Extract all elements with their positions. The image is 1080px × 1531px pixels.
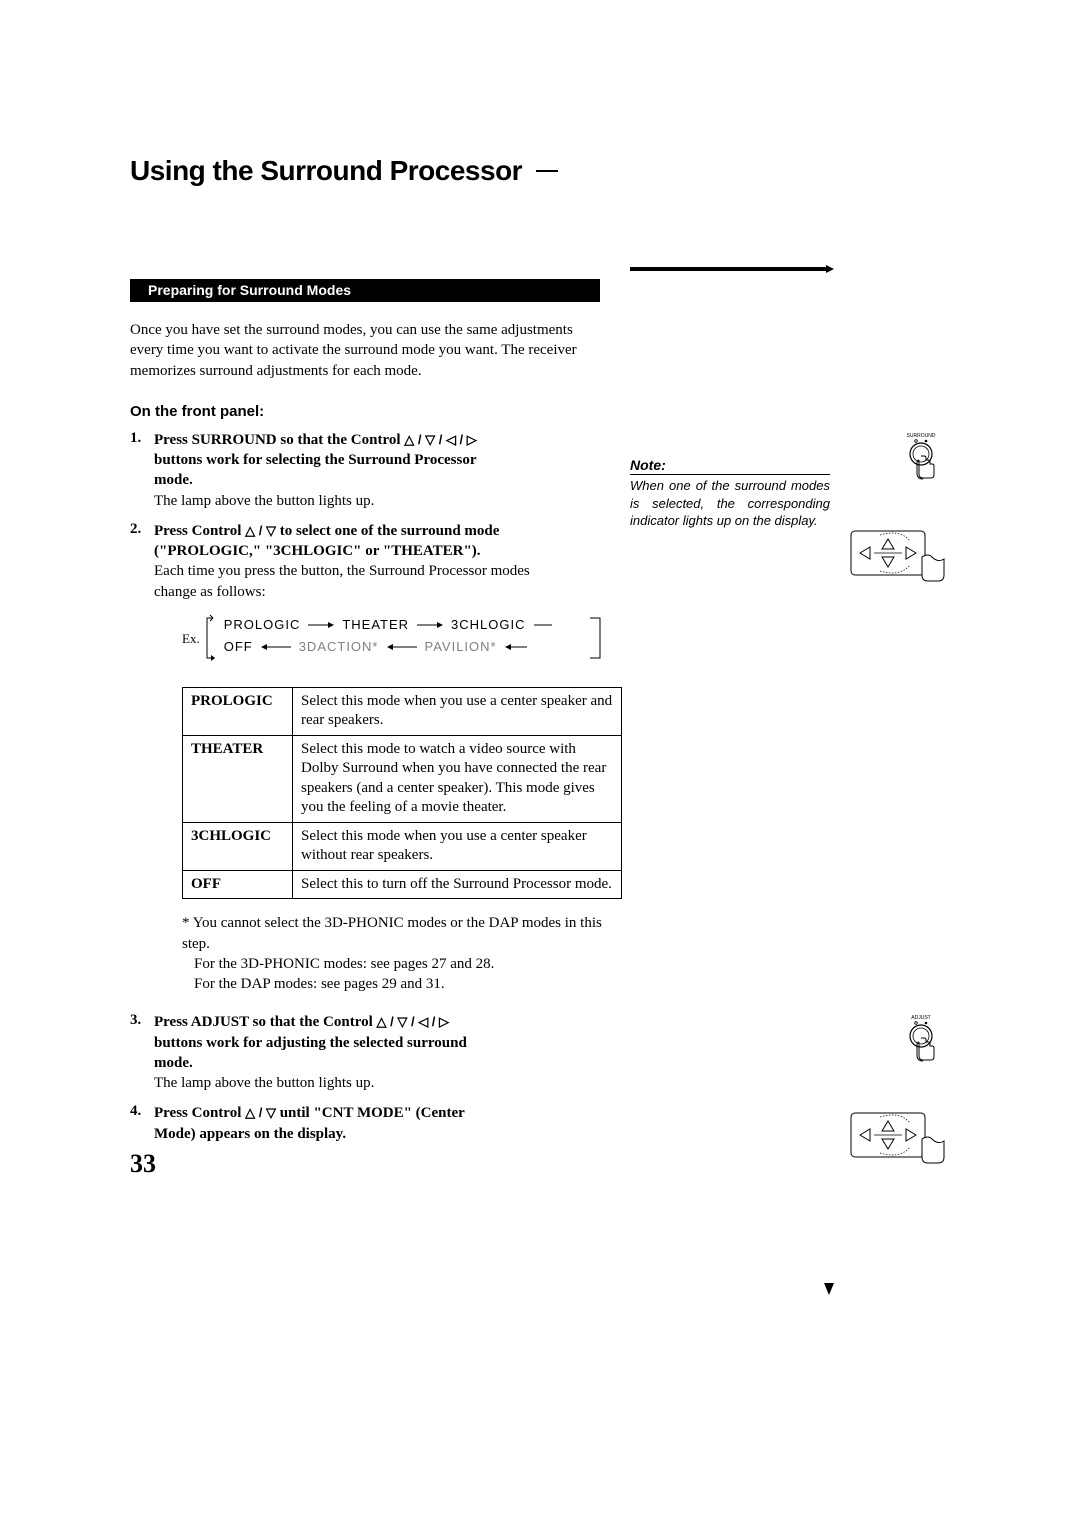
subheading: On the front panel: (130, 403, 950, 420)
control-pad-icon (850, 521, 950, 590)
page-title: Using the Surround Processor (130, 155, 950, 187)
step-1-bold: Press SURROUND so that the Control △ / ▽… (154, 430, 484, 491)
svg-text:SURROUND: SURROUND (907, 433, 936, 439)
step-3-plain: The lamp above the button lights up. (154, 1073, 484, 1093)
flow-item: 3DACTION* (299, 639, 379, 654)
step-2: Press Control △ / ▽ to select one of the… (130, 521, 950, 995)
step-2-plain: Each time you press the button, the Surr… (154, 561, 534, 602)
step-2-bold: Press Control △ / ▽ to select one of the… (154, 521, 534, 562)
table-row: OFFSelect this to turn off the Surround … (183, 870, 622, 899)
step-list: Press SURROUND so that the Control △ / ▽… (130, 430, 950, 1173)
title-rule (536, 170, 558, 172)
surround-button-icon: SURROUND (892, 430, 950, 501)
adjust-button-icon: ADJUST (892, 1012, 950, 1083)
note-bottom-arrow (824, 1283, 830, 1293)
mode-flow-diagram: Ex. PROLOGIC (182, 614, 602, 665)
step-4-bold: Press Control △ / ▽ until "CNT MODE" (Ce… (154, 1103, 484, 1144)
section-heading: Preparing for Surround Modes (130, 279, 600, 302)
note-body: When one of the surround modes is select… (630, 477, 830, 530)
footnote: * You cannot select the 3D-PHONIC modes … (182, 913, 622, 994)
step-3-bold: Press ADJUST so that the Control △ / ▽ /… (154, 1012, 484, 1073)
table-row: 3CHLOGICSelect this mode when you use a … (183, 822, 622, 870)
step-3: Press ADJUST so that the Control △ / ▽ /… (130, 1012, 950, 1093)
flow-item: PROLOGIC (224, 617, 301, 632)
step-1-plain: The lamp above the button lights up. (154, 491, 484, 511)
flow-item: PAVILION* (425, 639, 497, 654)
flow-item: 3CHLOGIC (451, 617, 525, 632)
flow-item: THEATER (342, 617, 409, 632)
table-row: PROLOGICSelect this mode when you use a … (183, 687, 622, 735)
table-row: THEATERSelect this mode to watch a video… (183, 735, 622, 822)
intro-paragraph: Once you have set the surround modes, yo… (130, 320, 600, 381)
svg-text:ADJUST: ADJUST (911, 1015, 930, 1021)
note-top-rule (630, 267, 830, 271)
flow-item: OFF (224, 639, 253, 654)
page-number: 33 (130, 1149, 156, 1179)
step-4: Press Control △ / ▽ until "CNT MODE" (Ce… (130, 1103, 950, 1172)
note-heading: Note: (630, 457, 830, 475)
note-block: Note: When one of the surround modes is … (630, 457, 830, 530)
mode-table: PROLOGICSelect this mode when you use a … (182, 687, 622, 900)
control-pad-icon (850, 1103, 950, 1172)
title-text: Using the Surround Processor (130, 155, 522, 187)
